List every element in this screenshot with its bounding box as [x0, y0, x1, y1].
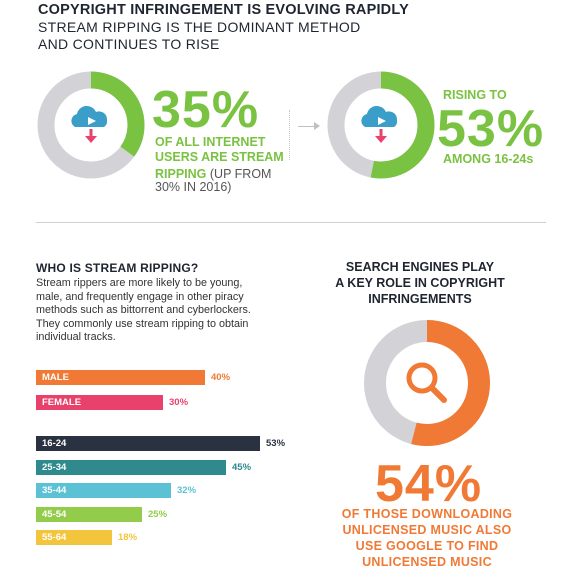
stat1-line3: RIPPING (UP FROM	[155, 165, 271, 183]
search-caption-line: OF THOSE DOWNLOADING	[341, 507, 513, 521]
bar-category-label: 16-24	[42, 438, 67, 449]
bar-category-label: 45-54	[42, 509, 67, 520]
search-donut-fill	[364, 320, 490, 446]
stat1-line3-rest: (UP FROM	[206, 167, 272, 181]
stat1-line1: OF ALL INTERNET	[155, 135, 266, 149]
bar-value-label: 40%	[211, 372, 231, 383]
bar-female: FEMALE	[36, 395, 163, 410]
magnifier-icon	[406, 362, 447, 403]
page-subtitle-line2: AND CONTINUES TO RISE	[38, 36, 220, 52]
bar-16-24: 16-24	[36, 436, 260, 451]
search-caption-line: UNLICENSED MUSIC ALSO	[342, 523, 512, 537]
stat2-prefix: RISING TO	[443, 88, 507, 102]
connector-arrow-line	[298, 126, 316, 127]
bar-value-label: 45%	[232, 462, 252, 473]
bar-male: MALE	[36, 370, 205, 385]
bar-category-label: 55-64	[42, 532, 67, 543]
bar-35-44: 35-44	[36, 483, 171, 498]
bar-55-64: 55-64	[36, 530, 112, 545]
cloud-download-icon	[71, 105, 108, 143]
search-value: 54%	[375, 455, 483, 513]
bar-25-34: 25-34	[36, 460, 226, 475]
stat1-line2: USERS ARE STREAM	[155, 150, 284, 164]
stat1-line3-bold: RIPPING	[155, 167, 207, 181]
stat2-donut	[327, 71, 435, 179]
bar-value-label: 30%	[169, 397, 189, 408]
bar-value-label: 32%	[177, 485, 197, 496]
stat2-donut-fill	[327, 71, 435, 179]
search-caption: OF THOSE DOWNLOADING UNLICENSED MUSIC AL…	[322, 506, 532, 570]
who-title: WHO IS STREAM RIPPING?	[36, 261, 199, 275]
who-line: male, and frequently engage in other pir…	[36, 290, 244, 303]
bar-category-label: 35-44	[42, 485, 67, 496]
stat2-value: 53%	[437, 100, 545, 158]
bar-category-label: FEMALE	[42, 397, 82, 408]
search-title-line: SEARCH ENGINES PLAY	[345, 260, 495, 274]
bar-category-label: 25-34	[42, 462, 67, 473]
who-line: Stream rippers are more likely to be you…	[36, 277, 243, 289]
search-title: SEARCH ENGINES PLAY A KEY ROLE IN COPYRI…	[327, 259, 513, 307]
who-line: They commonly use stream ripping to obta…	[36, 317, 249, 330]
search-donut	[364, 320, 490, 446]
stat1-value: 35%	[152, 81, 260, 139]
stat1-line4: 30% IN 2016)	[155, 180, 232, 194]
search-caption-line: USE GOOGLE TO FIND	[355, 539, 499, 553]
search-title-line: INFRINGEMENTS	[368, 292, 472, 306]
connector-divider	[289, 110, 291, 160]
section-divider	[36, 222, 546, 223]
stat1-donut	[37, 71, 145, 179]
bar-category-label: MALE	[42, 372, 69, 383]
stat2-suffix: AMONG 16-24s	[443, 152, 534, 166]
search-caption-line: UNLICENSED MUSIC	[362, 555, 492, 569]
page-subtitle-line1: STREAM RIPPING IS THE DOMINANT METHOD	[38, 19, 361, 35]
who-line: methods such as bittorrent and cyberlock…	[36, 304, 251, 317]
stat1-donut-fill	[37, 71, 145, 179]
search-title-line: A KEY ROLE IN COPYRIGHT	[335, 276, 505, 290]
who-line: individual tracks.	[36, 331, 116, 344]
bar-45-54: 45-54	[36, 507, 142, 522]
arrow-right-icon	[314, 122, 320, 130]
bar-value-label: 25%	[148, 509, 168, 520]
cloud-download-icon	[361, 105, 398, 143]
bar-value-label: 18%	[118, 532, 138, 543]
who-description: Stream rippers are more likely to be you…	[36, 277, 286, 345]
bar-value-label: 53%	[266, 438, 286, 449]
page-title: COPYRIGHT INFRINGEMENT IS EVOLVING RAPID…	[38, 2, 409, 18]
